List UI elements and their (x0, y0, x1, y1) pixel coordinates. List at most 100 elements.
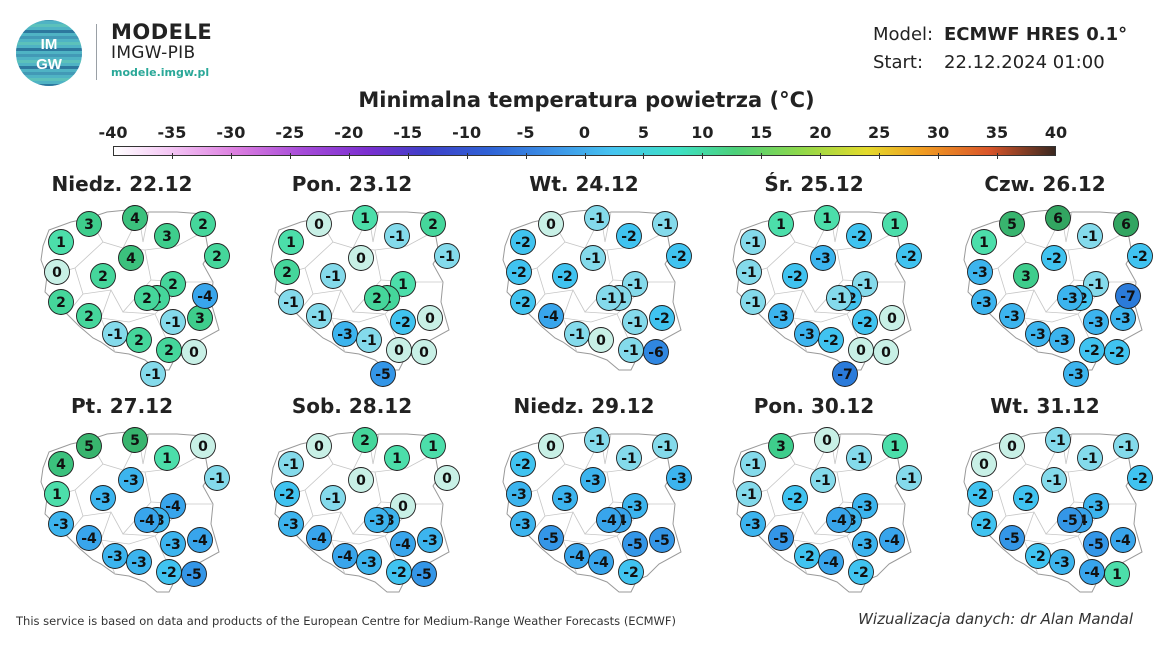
station-circle (649, 527, 675, 553)
station-value: -2 (851, 229, 867, 245)
region-border (100, 535, 156, 545)
station-value: -1 (283, 295, 299, 311)
station-circle (122, 427, 148, 453)
station-marker: -4 (596, 507, 622, 533)
station-value: -7 (837, 367, 853, 383)
station-value: -3 (123, 473, 139, 489)
station-value: -4 (165, 499, 181, 515)
day-label: Śr. 25.12 (764, 172, 864, 196)
poland-map: -10-1-2-2-2-1-2-2-1-1-2-1-4-2-1-10-1-6 (502, 205, 692, 371)
station-marker: 1 (882, 433, 908, 459)
station-circle (826, 285, 852, 311)
station-circle (999, 211, 1025, 237)
station-marker: -1 (846, 445, 872, 471)
station-circle (622, 531, 648, 557)
station-marker: 3 (1013, 263, 1039, 289)
station-marker: -3 (278, 511, 304, 537)
station-circle (1104, 561, 1130, 587)
station-marker: -4 (187, 527, 213, 553)
station-circle (434, 465, 460, 491)
forecast-day-panel: Wt. 31.12-10-10-1-2-1-2-2-3-4-2-5-5-4-5-… (945, 394, 1153, 604)
station-value: -2 (621, 229, 637, 245)
station-circle (588, 327, 614, 353)
station-circle (126, 327, 152, 353)
station-circle (411, 561, 437, 587)
station-circle (90, 263, 116, 289)
color-scale-tick-label: -40 (98, 123, 128, 142)
station-value: -2 (1132, 249, 1148, 265)
station-value: -1 (745, 235, 761, 251)
station-marker: -1 (736, 259, 762, 285)
station-circle (1083, 309, 1109, 335)
station-marker: 2 (420, 211, 446, 237)
station-circle (768, 525, 794, 551)
station-marker: -4 (332, 543, 358, 569)
station-value: -1 (589, 433, 605, 449)
station-value: -3 (1030, 327, 1046, 343)
brand-url-link[interactable]: modele.imgw.pl (111, 66, 210, 79)
station-marker: -6 (643, 339, 669, 365)
station-circle (122, 205, 148, 231)
station-marker: -3 (48, 511, 74, 537)
station-circle (652, 211, 678, 237)
color-scale-tick-label: -35 (157, 123, 187, 142)
station-circle (552, 263, 578, 289)
station-value: -5 (627, 537, 643, 553)
station-value: 6 (1121, 217, 1131, 233)
station-marker: -4 (564, 543, 590, 569)
station-marker: -2 (896, 243, 922, 269)
color-scale-tick-label: 10 (691, 123, 714, 142)
station-value: -1 (209, 471, 225, 487)
station-marker: 2 (364, 285, 390, 311)
station-marker: 2 (76, 303, 102, 329)
station-value: -7 (1120, 289, 1136, 305)
station-value: -1 (311, 309, 327, 325)
station-circle (420, 211, 446, 237)
station-marker: -5 (1083, 531, 1109, 557)
station-value: -4 (831, 513, 847, 529)
station-value: -1 (107, 327, 123, 343)
station-marker: -3 (580, 467, 606, 493)
station-marker: 0 (348, 467, 374, 493)
station-marker: -3 (90, 485, 116, 511)
station-marker: -2 (1127, 465, 1153, 491)
station-marker: -1 (160, 309, 186, 335)
station-marker: -1 (204, 465, 230, 491)
station-marker: -2 (506, 259, 532, 285)
station-circle (48, 289, 74, 315)
station-value: -1 (627, 315, 643, 331)
station-value: -5 (375, 367, 391, 383)
station-circle (190, 211, 216, 237)
station-circle (879, 527, 905, 553)
station-marker: 3 (187, 305, 213, 331)
station-circle (818, 327, 844, 353)
station-marker: -1 (320, 263, 346, 289)
station-circle (364, 285, 390, 311)
station-value: 1 (428, 439, 438, 455)
station-value: -1 (621, 451, 637, 467)
station-circle (306, 525, 332, 551)
station-value: -1 (389, 229, 405, 245)
station-value: -3 (773, 309, 789, 325)
station-value: -1 (901, 471, 917, 487)
station-marker: 0 (386, 337, 412, 363)
station-circle (826, 507, 852, 533)
station-circle (1083, 531, 1109, 557)
station-marker: -4 (826, 507, 852, 533)
station-value: -4 (311, 531, 327, 547)
station-circle (278, 511, 304, 537)
color-scale-tick-label: 20 (809, 123, 832, 142)
station-marker: 4 (122, 205, 148, 231)
color-scale-tick (171, 153, 173, 159)
station-marker: -3 (417, 527, 443, 553)
station-value: -2 (623, 565, 639, 581)
station-marker: 3 (154, 223, 180, 249)
station-circle (971, 289, 997, 315)
station-marker: 1 (48, 229, 74, 255)
station-value: -1 (745, 457, 761, 473)
station-circle (810, 245, 836, 271)
station-marker: -2 (649, 305, 675, 331)
color-scale-tick-label: 25 (868, 123, 891, 142)
